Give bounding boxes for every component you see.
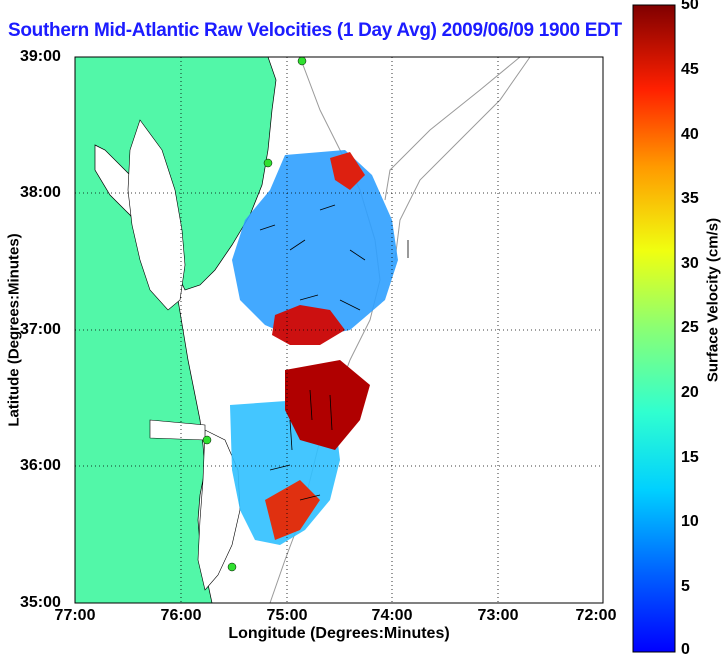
radar-site-1 xyxy=(297,57,307,66)
velocity-hotspot-1 xyxy=(272,305,345,345)
chesapeake-bay xyxy=(127,119,186,311)
colorbar-title: Surface Velocity (cm/s) xyxy=(704,217,722,383)
colorbar-tick: 25 xyxy=(681,319,699,336)
y-tick-label: 35:00 xyxy=(20,594,61,611)
colorbar-tick: 30 xyxy=(681,255,699,272)
colorbar-tick: 20 xyxy=(681,384,699,401)
radar-site-4 xyxy=(227,562,237,572)
y-tick-label: 37:00 xyxy=(20,321,61,338)
y-tick-label: 38:00 xyxy=(20,184,61,201)
colorbar-tick: 15 xyxy=(681,449,699,466)
velocity-hotspot-2 xyxy=(330,152,365,190)
colorbar-tick: 40 xyxy=(681,126,699,143)
x-axis-title: Longitude (Degrees:Minutes) xyxy=(228,625,450,642)
colorbar-tick: 10 xyxy=(681,513,699,530)
colorbar-tick: 45 xyxy=(681,61,699,78)
x-tick-label: 76:00 xyxy=(160,607,202,624)
colorbar-tick: 35 xyxy=(681,190,699,207)
grid-lines xyxy=(75,57,603,603)
velocity-hotspot-3 xyxy=(285,360,370,450)
colorbar-tick: 5 xyxy=(681,578,690,595)
radar-site-2 xyxy=(263,158,273,168)
x-tick-label: 74:00 xyxy=(371,607,413,624)
y-axis-title: Latitude (Degrees:Minutes) xyxy=(5,233,23,427)
velocity-field-north xyxy=(232,150,398,340)
radar-site-3 xyxy=(202,435,212,445)
y-tick-label: 39:00 xyxy=(20,48,61,65)
y-tick-label: 36:00 xyxy=(20,457,61,474)
x-tick-label: 77:00 xyxy=(54,607,96,624)
chart-title: Southern Mid-Atlantic Raw Velocities (1 … xyxy=(8,20,622,41)
colorbar xyxy=(632,4,676,653)
colorbar-tick: 0 xyxy=(681,641,690,658)
colorbar-tick: 50 xyxy=(681,0,699,13)
x-tick-label: 72:00 xyxy=(575,607,617,624)
velocity-hotspot-4 xyxy=(265,480,320,540)
x-tick-label: 75:00 xyxy=(266,607,308,624)
x-tick-label: 73:00 xyxy=(477,607,519,624)
